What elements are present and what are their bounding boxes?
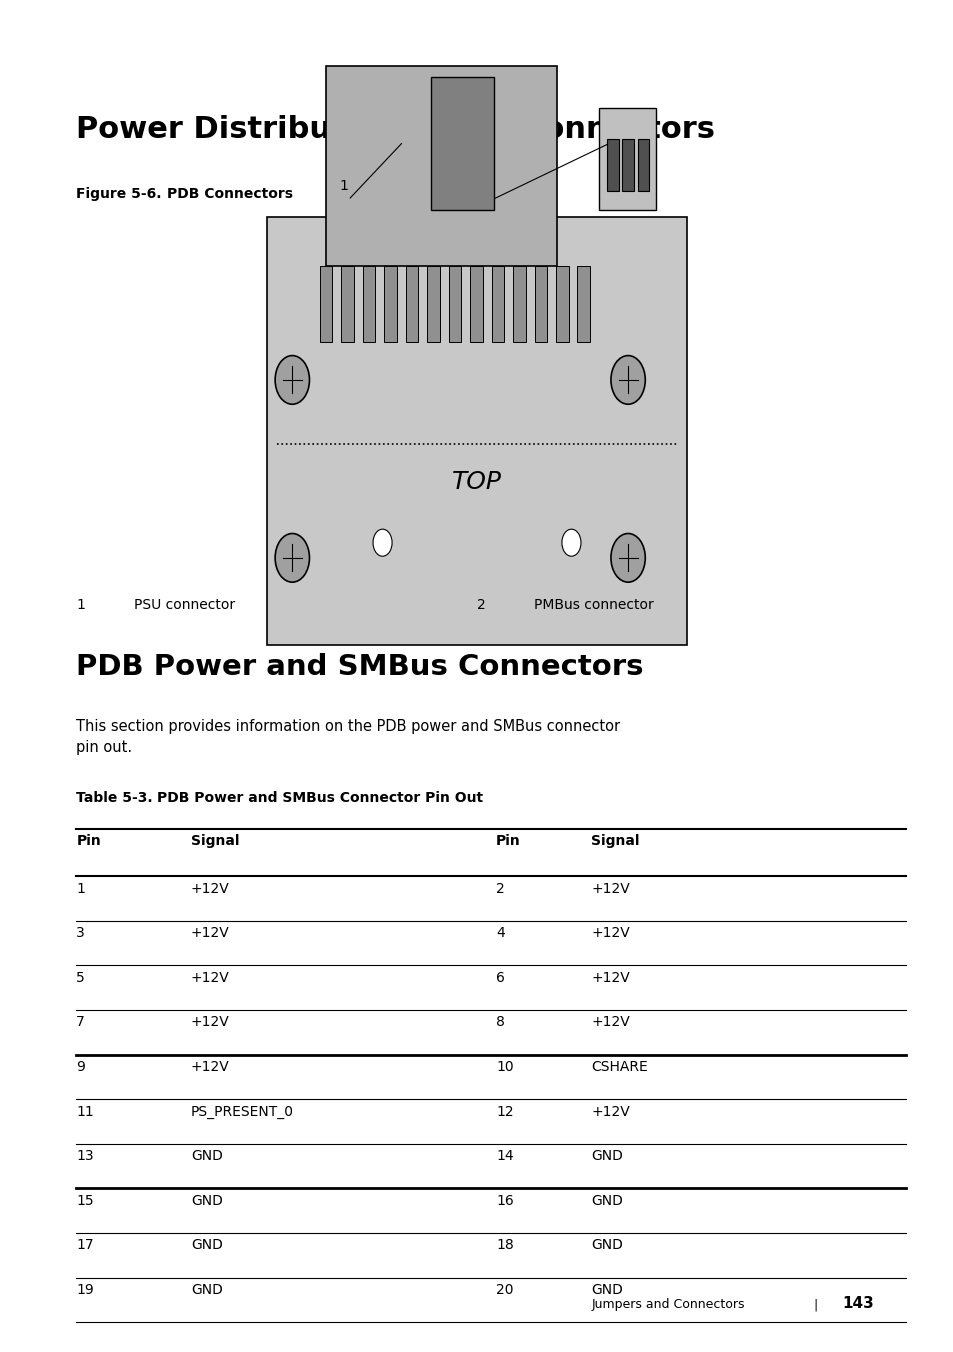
Text: GND: GND xyxy=(191,1149,222,1163)
Text: PSU connector: PSU connector xyxy=(133,598,234,611)
Text: 7: 7 xyxy=(76,1015,85,1029)
Circle shape xyxy=(274,534,309,583)
Text: 8: 8 xyxy=(496,1015,504,1029)
Text: 1: 1 xyxy=(338,180,348,193)
Bar xyxy=(427,266,439,342)
Text: +12V: +12V xyxy=(591,882,630,895)
Text: GND: GND xyxy=(191,1238,222,1252)
Text: +12V: +12V xyxy=(591,971,630,984)
Text: +12V: +12V xyxy=(591,1015,630,1029)
Text: 10: 10 xyxy=(496,1060,513,1073)
Text: 2: 2 xyxy=(496,882,504,895)
Bar xyxy=(448,266,460,342)
Text: 18: 18 xyxy=(496,1238,514,1252)
Bar xyxy=(405,266,417,342)
Bar xyxy=(534,266,547,342)
Bar xyxy=(384,266,396,342)
Text: This section provides information on the PDB power and SMBus connector
pin out.: This section provides information on the… xyxy=(76,719,619,756)
Text: GND: GND xyxy=(591,1238,622,1252)
Circle shape xyxy=(610,356,644,404)
Text: 1: 1 xyxy=(76,598,85,611)
Text: 19: 19 xyxy=(76,1283,94,1297)
Text: Power Distribution Board Connectors: Power Distribution Board Connectors xyxy=(76,115,715,143)
Text: 13: 13 xyxy=(76,1149,93,1163)
Circle shape xyxy=(274,356,309,404)
Text: Signal: Signal xyxy=(191,834,239,848)
Text: PDB Power and SMBus Connector Pin Out: PDB Power and SMBus Connector Pin Out xyxy=(157,791,483,804)
Bar xyxy=(637,139,648,191)
Bar xyxy=(362,266,375,342)
Text: 143: 143 xyxy=(841,1297,874,1311)
Text: 17: 17 xyxy=(76,1238,93,1252)
Text: 4: 4 xyxy=(496,926,504,940)
Bar xyxy=(598,108,656,210)
Text: Pin: Pin xyxy=(76,834,101,848)
Text: 12: 12 xyxy=(496,1105,513,1118)
Circle shape xyxy=(561,529,580,556)
Bar xyxy=(491,266,504,342)
Text: 15: 15 xyxy=(76,1194,93,1207)
Text: Signal: Signal xyxy=(591,834,639,848)
Text: +12V: +12V xyxy=(191,1015,230,1029)
Text: GND: GND xyxy=(191,1194,222,1207)
Text: GND: GND xyxy=(591,1283,622,1297)
Text: 16: 16 xyxy=(496,1194,514,1207)
Text: 5: 5 xyxy=(76,971,85,984)
Text: Jumpers and Connectors: Jumpers and Connectors xyxy=(591,1298,744,1311)
Text: +12V: +12V xyxy=(191,926,230,940)
Text: Figure 5-6.: Figure 5-6. xyxy=(76,187,162,200)
Bar xyxy=(431,77,494,210)
Text: Pin: Pin xyxy=(496,834,520,848)
Bar xyxy=(513,266,525,342)
Bar xyxy=(606,139,618,191)
Bar xyxy=(470,266,482,342)
Bar xyxy=(267,218,686,645)
Text: 2: 2 xyxy=(481,180,491,193)
Text: +12V: +12V xyxy=(191,882,230,895)
Circle shape xyxy=(610,534,644,583)
Text: 6: 6 xyxy=(496,971,504,984)
Text: +12V: +12V xyxy=(191,971,230,984)
Bar xyxy=(621,139,633,191)
Text: 11: 11 xyxy=(76,1105,94,1118)
Text: TOP: TOP xyxy=(452,470,501,493)
Text: Table 5-3.: Table 5-3. xyxy=(76,791,152,804)
Text: +12V: +12V xyxy=(591,926,630,940)
Text: PDB Connectors: PDB Connectors xyxy=(167,187,293,200)
Bar xyxy=(341,266,354,342)
Text: PMBus connector: PMBus connector xyxy=(534,598,654,611)
Text: 2: 2 xyxy=(476,598,485,611)
Text: GND: GND xyxy=(591,1194,622,1207)
Bar xyxy=(319,266,332,342)
Bar xyxy=(577,266,590,342)
Text: CSHARE: CSHARE xyxy=(591,1060,647,1073)
Text: 14: 14 xyxy=(496,1149,513,1163)
Text: +12V: +12V xyxy=(591,1105,630,1118)
Text: GND: GND xyxy=(591,1149,622,1163)
Bar xyxy=(326,66,557,266)
Text: +12V: +12V xyxy=(191,1060,230,1073)
Text: 9: 9 xyxy=(76,1060,85,1073)
Text: 20: 20 xyxy=(496,1283,513,1297)
Circle shape xyxy=(373,529,392,556)
Text: PS_PRESENT_0: PS_PRESENT_0 xyxy=(191,1105,294,1118)
Text: PDB Power and SMBus Connectors: PDB Power and SMBus Connectors xyxy=(76,653,643,681)
Text: GND: GND xyxy=(191,1283,222,1297)
Text: 1: 1 xyxy=(76,882,85,895)
Text: |: | xyxy=(813,1298,817,1311)
Bar xyxy=(556,266,568,342)
Text: 3: 3 xyxy=(76,926,85,940)
